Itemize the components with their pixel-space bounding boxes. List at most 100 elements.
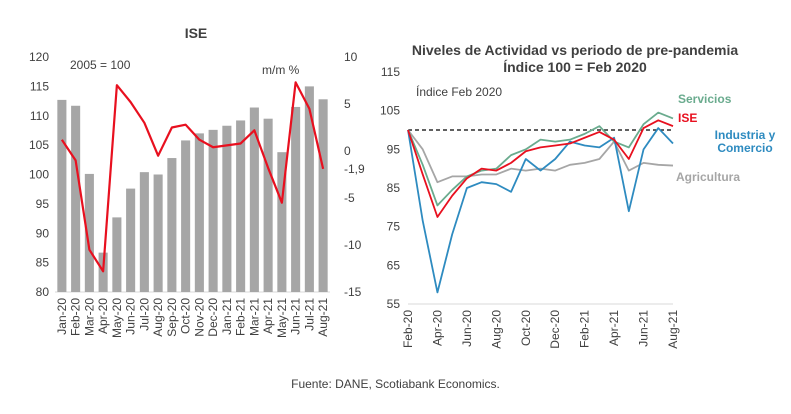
left-y-tick-label: 80 — [36, 285, 50, 299]
ise-bar-Jun-20 — [126, 188, 136, 292]
right-chart-y-tick-label: 105 — [380, 104, 400, 118]
ise-bar-May-20 — [112, 217, 122, 292]
right-y-tick-label: -15 — [344, 285, 362, 299]
left-y-tick-label: 100 — [29, 168, 49, 182]
left-x-tick-label: Aug-20 — [151, 298, 165, 337]
left-x-tick-label: Apr-21 — [261, 298, 275, 334]
ise-bar-Jul-20 — [139, 172, 149, 292]
left-y-tick-label: 115 — [30, 79, 49, 93]
right-y-tick-label: 5 — [344, 97, 351, 111]
ise-bar-Dec-20 — [208, 129, 218, 292]
left-x-tick-label: Mar-20 — [82, 298, 96, 336]
ise-bar-Apr-21 — [263, 118, 273, 292]
left-x-tick-label: Jun-20 — [124, 298, 138, 335]
left-x-tick-label: Aug-21 — [316, 298, 330, 337]
left-y-tick-label: 90 — [36, 226, 50, 240]
ise-bar-Jun-21 — [291, 106, 301, 292]
source-note: Fuente: DANE, Scotiabank Economics. — [291, 377, 500, 391]
left-x-tick-label: Nov-20 — [192, 298, 206, 337]
right-chart-x-tick-label: Jun-21 — [637, 310, 651, 347]
left-x-tick-label: Feb-21 — [234, 298, 248, 336]
industria-y-comercio-line — [407, 127, 674, 294]
series-label-industria-y-comercio: Industria y — [715, 128, 776, 142]
right-chart-y-tick-label: 55 — [387, 297, 401, 311]
left-y-axis-ticks: 80 85 90 95 100 105 110 115 120 — [29, 50, 49, 299]
right-chart-x-tick-label: Feb-20 — [401, 310, 415, 348]
series-label-servicios: Servicios — [678, 92, 732, 106]
ise-bar-Feb-20 — [71, 105, 81, 292]
left-x-tick-label: Dec-20 — [206, 298, 220, 337]
right-y-axis-ticks: -15 -10 -5 -1,9 0 5 10 — [344, 50, 365, 299]
ise-bar-May-21 — [277, 152, 287, 292]
ise-bar-Jan-20 — [57, 99, 67, 292]
right-chart-y-tick-label: 95 — [387, 142, 401, 156]
right-y-tick-label: -10 — [344, 238, 362, 252]
mm-change-line — [60, 81, 325, 273]
left-x-tick-label: Jul-21 — [302, 298, 316, 331]
activity-chart-subtitle: Índice 100 = Feb 2020 — [503, 59, 647, 75]
left-x-tick-label: Oct-20 — [179, 298, 193, 334]
left-x-tick-label: May-20 — [110, 298, 124, 338]
ise-bar-Jan-21 — [222, 125, 232, 292]
left-y-tick-label: 95 — [36, 197, 50, 211]
left-x-tick-label: Apr-20 — [96, 298, 110, 334]
left-x-tick-label: Jul-20 — [137, 298, 151, 331]
ise-bar-Jul-21 — [304, 86, 314, 292]
series-label-agricultura: Agricultura — [676, 170, 740, 184]
left-y-tick-label: 85 — [36, 256, 50, 270]
left-x-tick-label: Jan-20 — [55, 298, 69, 335]
right-chart-x-axis-ticks: Feb-20 Apr-20 Jun-20 Aug-20 Oct-20 Dec-20 Feb-… — [401, 310, 680, 349]
series-label-industria-y-comercio: Comercio — [717, 141, 772, 155]
right-chart-x-tick-label: Apr-20 — [430, 310, 444, 346]
left-y-tick-label: 110 — [30, 109, 49, 123]
left-x-axis-ticks: Jan-20 Feb-20 Mar-20 Apr-20 May-20 Jun-20 Jul-… — [55, 298, 330, 338]
left-x-tick-label: Feb-20 — [69, 298, 83, 336]
right-chart-y-tick-label: 65 — [387, 258, 401, 272]
activity-chart-title: Niveles de Actividad vs periodo de pre-p… — [412, 42, 738, 58]
left-x-tick-label: Sep-20 — [165, 298, 179, 337]
ise-chart-title: ISE — [185, 25, 208, 41]
right-y-tick-label: 0 — [344, 144, 351, 158]
ise-bar-Nov-20 — [194, 133, 204, 292]
ise-bar-Mar-21 — [249, 107, 259, 293]
right-chart-x-tick-label: Aug-21 — [666, 310, 680, 349]
series-label-ise: ISE — [678, 111, 697, 125]
right-y-tick-label: -1,9 — [344, 162, 365, 176]
left-x-tick-label: Mar-21 — [247, 298, 261, 336]
ise-bar-Feb-21 — [236, 120, 246, 292]
right-chart-x-tick-label: Aug-20 — [489, 310, 503, 349]
left-x-tick-label: May-21 — [275, 298, 289, 338]
left-x-tick-label: Jun-21 — [289, 298, 303, 335]
base-year-annotation: 2005 = 100 — [70, 58, 131, 72]
ise-bar-Oct-20 — [181, 140, 191, 292]
activity-series-lines — [407, 111, 674, 294]
right-chart-y-tick-label: 115 — [381, 65, 400, 79]
ise-bar-Aug-21 — [318, 99, 328, 292]
servicios-line — [407, 111, 674, 207]
right-chart-y-tick-label: 85 — [387, 181, 401, 195]
right-chart-x-tick-label: Dec-20 — [548, 310, 562, 349]
right-chart-y-axis-ticks: 55 65 75 85 95 105 115 — [380, 65, 400, 311]
left-y-tick-label: 120 — [29, 50, 49, 64]
ise-chart: ISE 2005 = 100 m/m % 8085909510010511011… — [29, 25, 365, 338]
left-x-tick-label: Jan-21 — [220, 298, 234, 335]
agricultura-line — [407, 129, 674, 184]
ise-line — [407, 119, 674, 218]
right-chart-y-tick-label: 75 — [387, 220, 401, 234]
right-chart-x-tick-label: Oct-20 — [519, 310, 533, 346]
ise-bars — [57, 86, 328, 293]
left-y-tick-label: 105 — [29, 138, 49, 152]
mm-change-polyline — [60, 81, 325, 273]
ise-bar-Aug-20 — [153, 174, 163, 292]
right-chart-x-tick-label: Apr-21 — [607, 310, 621, 346]
ise-bar-Sep-20 — [167, 158, 177, 292]
right-y-tick-label: 10 — [344, 50, 358, 64]
ise-bar-Mar-20 — [84, 173, 94, 292]
activity-levels-chart: Niveles de Actividad vs periodo de pre-p… — [380, 42, 776, 349]
right-chart-x-tick-label: Feb-21 — [578, 310, 592, 348]
index-annotation: Índice Feb 2020 — [416, 84, 502, 99]
right-chart-x-tick-label: Jun-20 — [460, 310, 474, 347]
mm-percent-label: m/m % — [262, 63, 300, 77]
